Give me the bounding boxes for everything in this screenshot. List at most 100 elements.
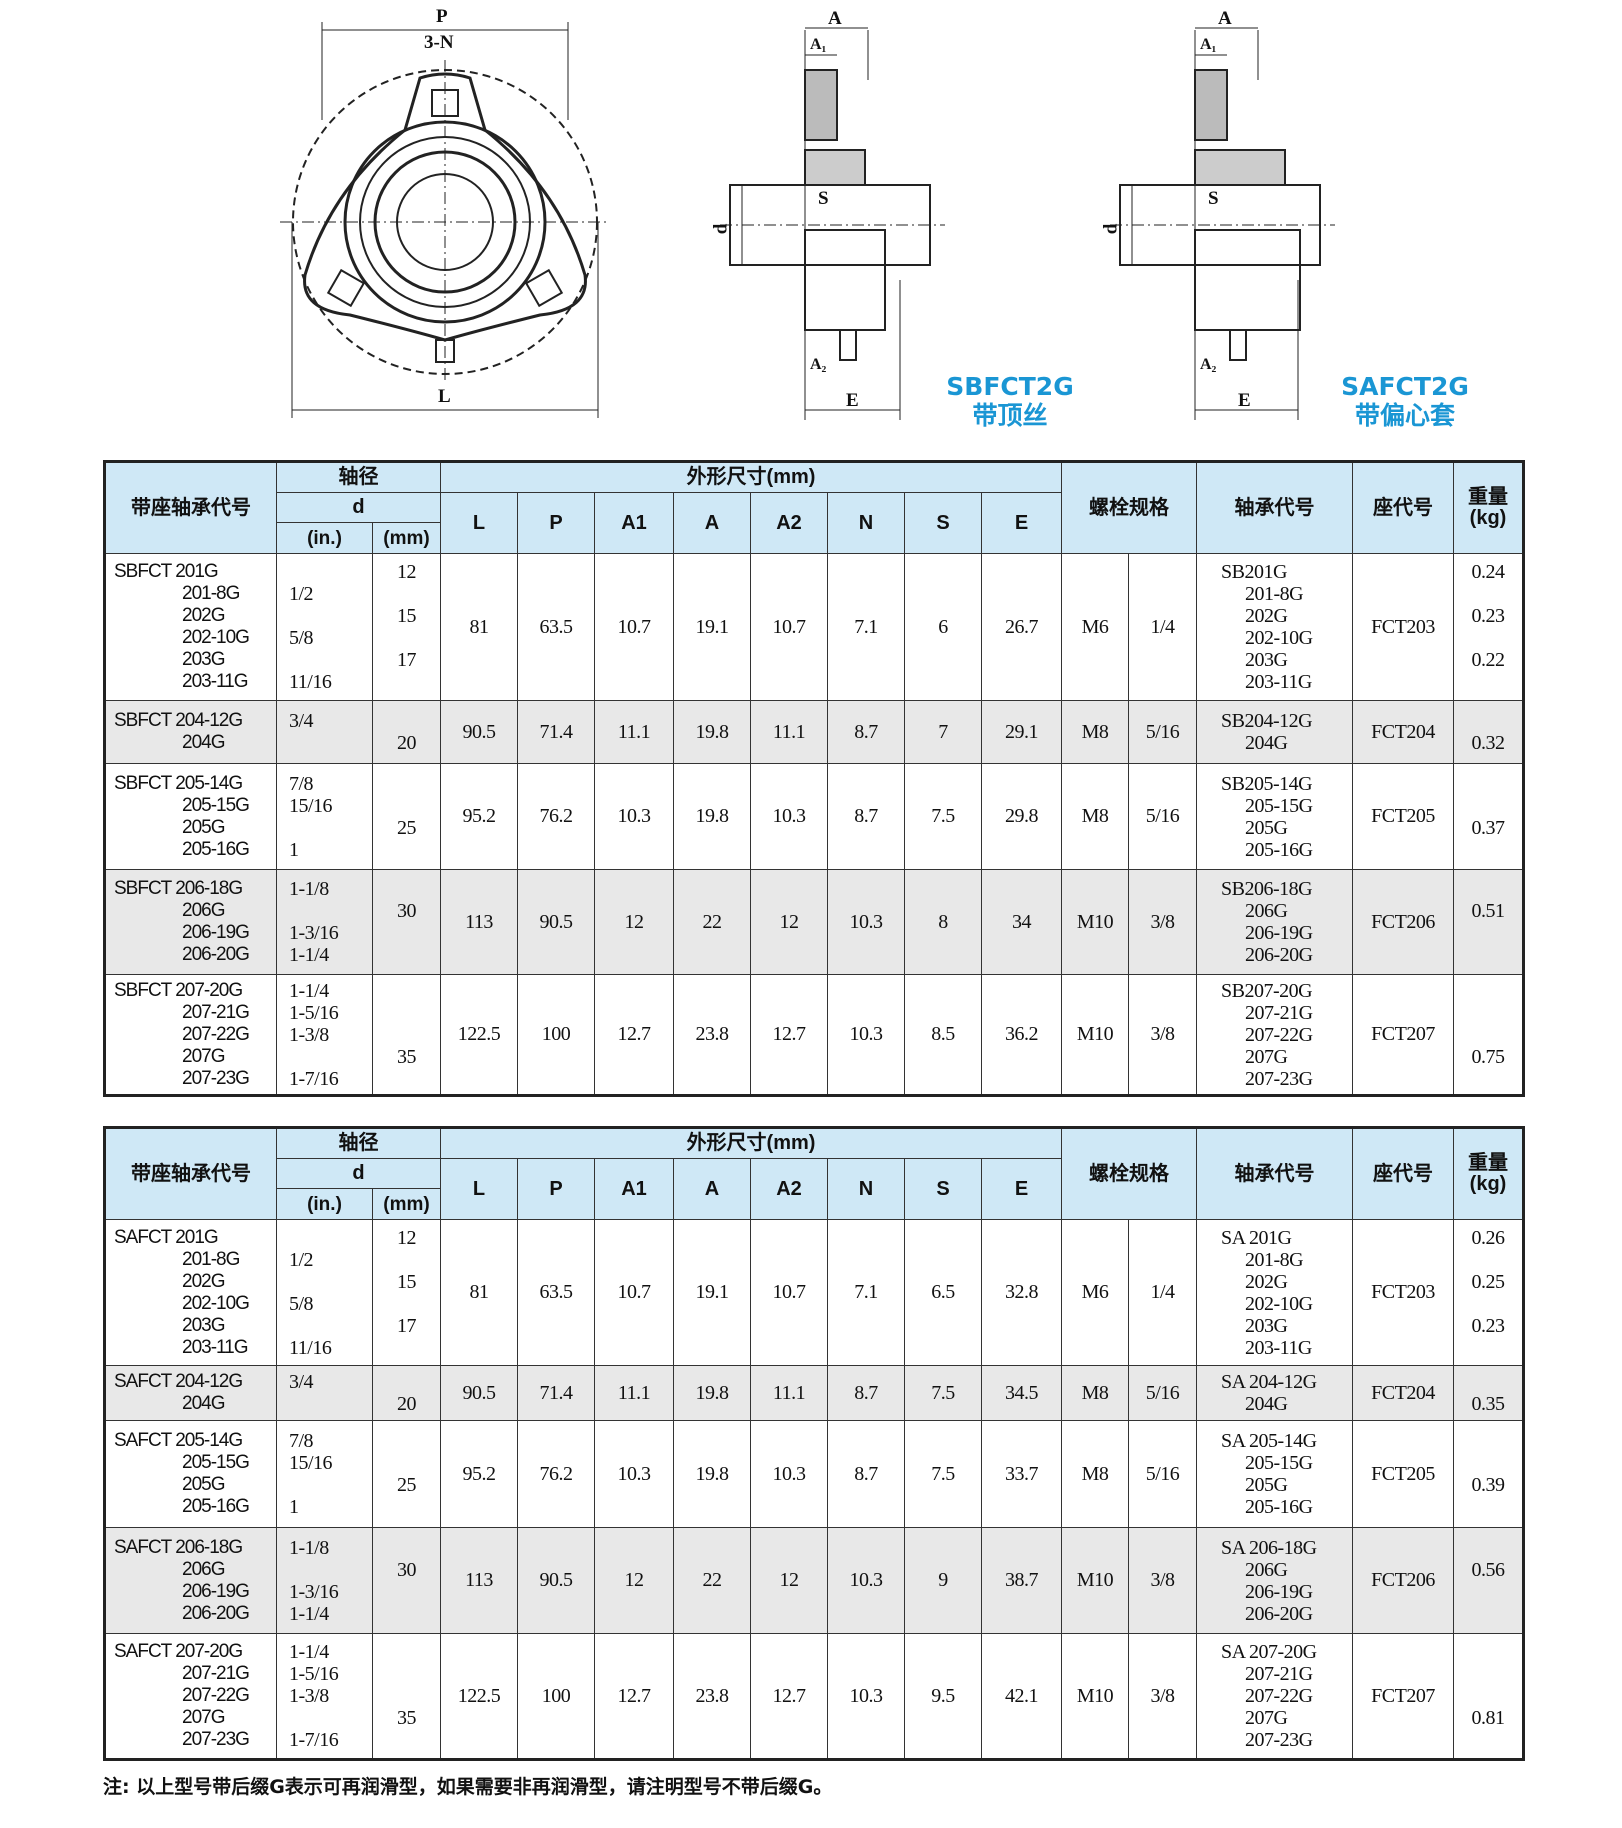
dim-cell: 122.5 — [440, 1633, 518, 1760]
shaft-mm-line — [373, 773, 440, 795]
bearing-code: SA 207-20G 207-21G 207-22G 207G 207-23G — [1197, 1641, 1352, 1751]
dim-cell: 22 — [673, 869, 751, 975]
dim-cell: 7.1 — [827, 553, 905, 701]
dim-cell: 19.1 — [673, 553, 751, 701]
inch-cell: 3/4 — [276, 700, 373, 764]
bearing-code-line: SB206-18G — [1221, 878, 1313, 900]
shaft-inch-line: 15/16 — [289, 794, 333, 817]
header-bearing-text: 轴承代号 — [1234, 496, 1315, 519]
table-row: SBFCT 201G 201-8G 202G 202-10G 203G 203-11G 1/… — [104, 553, 1525, 701]
header-dim-col-text: P — [549, 1177, 563, 1200]
model-code: SAFCT 205-14G 205-15G 205G 205-16G — [106, 1430, 276, 1518]
seat-cell: FCT206 — [1352, 1527, 1455, 1634]
dim-cell: 90.5 — [517, 869, 595, 975]
shaft-mm-line: 12 — [397, 561, 417, 583]
header-dim-col: E — [980, 492, 1063, 554]
weight-line — [1454, 878, 1522, 900]
shaft-mm-line — [373, 795, 440, 817]
weight-line — [1454, 1371, 1522, 1393]
seat-cell: FCT204 — [1352, 1365, 1455, 1421]
dim-cell: 23.8 — [673, 974, 751, 1096]
shaft-inch-line: 3/4 — [289, 1371, 314, 1393]
shaft-mm: 25 — [373, 1430, 440, 1518]
dim-cell: 7 — [904, 700, 982, 764]
bolt-inch-cell: 3/8 — [1128, 1527, 1198, 1634]
model-cell: SBFCT 207-20G 207-21G 207-22G 207G 207-23G — [104, 974, 277, 1096]
model-cell: SAFCT 207-20G 207-21G 207-22G 207G 207-23G — [104, 1633, 277, 1760]
mm-cell: 25 — [372, 1420, 441, 1528]
model-code-line: 206G — [182, 900, 225, 921]
bearing-code-line: 201-8G — [1245, 583, 1304, 605]
dim-cell: 12.7 — [750, 974, 828, 1096]
bolt-inch-cell: 5/16 — [1128, 763, 1198, 870]
shaft-inch: 1/2 5/8 11/16 — [277, 1227, 372, 1359]
shaft-mm-line: 25 — [397, 1474, 417, 1496]
section-view-sbfct — [720, 27, 945, 420]
shaft-mm-line: 20 — [397, 1393, 417, 1415]
header-seat-text: 座代号 — [1373, 1162, 1434, 1185]
header-dim-col-text: A — [704, 1177, 720, 1200]
header-weight-text: 重量(kg) — [1468, 486, 1509, 529]
header-dim-col: L — [440, 1158, 518, 1220]
shaft-mm-line — [373, 627, 440, 649]
shaft-inch-line: 1-5/16 — [289, 1001, 339, 1024]
dim-cell: 11.1 — [594, 1365, 674, 1421]
shaft-mm: 35 — [373, 980, 440, 1090]
bearing-code-line: SA 205-14G — [1221, 1430, 1317, 1452]
header-dim-col-text: P — [549, 511, 563, 534]
dim-cell: 63.5 — [517, 553, 595, 701]
dim-cell: 100 — [517, 1633, 595, 1760]
shaft-mm-line — [373, 1068, 440, 1090]
bearing-code-line: 203-11G — [1245, 1336, 1312, 1359]
model-code-line: SAFCT 207-20G — [114, 1641, 243, 1662]
header-d-text: d — [352, 496, 365, 518]
dim-cell: 7.5 — [904, 1420, 982, 1528]
model-code: SBFCT 206-18G 206G 206-19G 206-20G — [106, 878, 276, 966]
model-code: SBFCT 207-20G 207-21G 207-22G 207G 207-23G — [106, 980, 276, 1090]
bearing-code-line: 203-11G — [1245, 671, 1312, 693]
inch-cell: 1-1/4 1-5/16 1-3/8 1-7/16 — [276, 974, 373, 1096]
mm-cell: 30 — [372, 869, 441, 975]
bearing-code: SB201G 201-8G 202G 202-10G 203G 203-11G — [1197, 561, 1352, 693]
model-code-line: 203-11G — [182, 1336, 249, 1358]
bearing-code-line: 207-23G — [1245, 1729, 1313, 1751]
header-dims: 外形尺寸(mm) — [439, 461, 1063, 493]
dim-cell: 90.5 — [440, 700, 518, 764]
dim-cell: 12.7 — [594, 974, 674, 1096]
shaft-mm-line: 35 — [397, 1045, 417, 1068]
header-bearing-text: 轴承代号 — [1234, 1162, 1315, 1185]
dim-cell: 33.7 — [980, 1420, 1063, 1528]
model-cell: SAFCT 206-18G 206G 206-19G 206-20G — [104, 1527, 277, 1634]
dim-cell: 10.7 — [594, 1219, 674, 1366]
model-code-line: 207-21G — [182, 1663, 250, 1684]
shaft-inch-line: 1-7/16 — [289, 1067, 339, 1090]
weight-cell: 0.75 — [1453, 974, 1525, 1096]
bearing-code: SA 206-18G 206G 206-19G 206-20G — [1197, 1537, 1352, 1625]
dim-cell: 11.1 — [750, 700, 828, 764]
shaft-inch-line: 11/16 — [289, 1336, 332, 1359]
shaft-mm-line — [373, 1537, 440, 1559]
shaft-mm: 25 — [373, 773, 440, 861]
technical-drawings — [280, 22, 1335, 420]
shaft-mm: 35 — [373, 1641, 440, 1751]
shaft-mm-line — [373, 839, 440, 861]
header-dim-col-text: N — [858, 1177, 874, 1200]
model-code: SAFCT 207-20G 207-21G 207-22G 207G 207-23G — [106, 1641, 276, 1751]
dim-cell: 10.3 — [750, 763, 828, 870]
weight-line — [1454, 839, 1522, 861]
weight-line — [1454, 1496, 1522, 1518]
model-code-line: 207-22G — [182, 1023, 250, 1045]
dim-cell: 71.4 — [517, 700, 595, 764]
weight-cell: 0.51 — [1453, 869, 1525, 975]
weight-cell: 0.35 — [1453, 1365, 1525, 1421]
weight-line — [1454, 1024, 1522, 1046]
header-mm-text: (mm) — [383, 527, 430, 549]
weight-line — [1454, 710, 1522, 732]
inch-cell: 1/2 5/8 11/16 — [276, 553, 373, 701]
bearing-code-line: 207G — [1245, 1045, 1288, 1068]
header-model: 带座轴承代号 — [104, 461, 277, 554]
bearing-code-line: SA 207-20G — [1221, 1641, 1317, 1663]
shaft-mm-line — [373, 878, 440, 900]
bearing-code-line: SB205-14G — [1221, 772, 1313, 795]
shaft-mm-line — [373, 1371, 440, 1393]
